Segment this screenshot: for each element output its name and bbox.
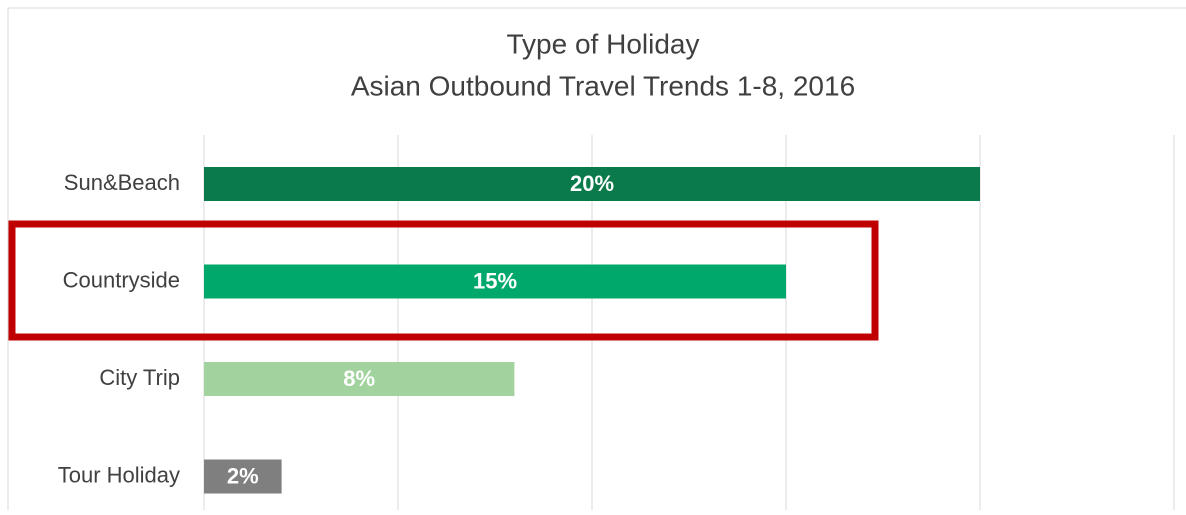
bar (204, 167, 980, 201)
chart-title: Type of Holiday (507, 28, 700, 59)
bar (204, 362, 515, 396)
bars: Sun&Beach 20% Countryside 15% City Trip 8% Tou… (58, 167, 980, 494)
category-label: Sun&Beach (64, 170, 180, 195)
highlight-box (8, 220, 879, 341)
bar (204, 264, 786, 299)
chart-subtitle: Asian Outbound Travel Trends 1-8, 2016 (351, 70, 855, 101)
value-label: 2% (227, 463, 259, 488)
category-label: City Trip (99, 365, 180, 390)
bar (204, 459, 282, 494)
category-label: Tour Holiday (58, 462, 180, 487)
category-label: Countryside (63, 267, 180, 292)
value-label: 8% (343, 366, 375, 391)
value-label: 15% (473, 268, 517, 293)
value-label: 20% (570, 171, 614, 196)
